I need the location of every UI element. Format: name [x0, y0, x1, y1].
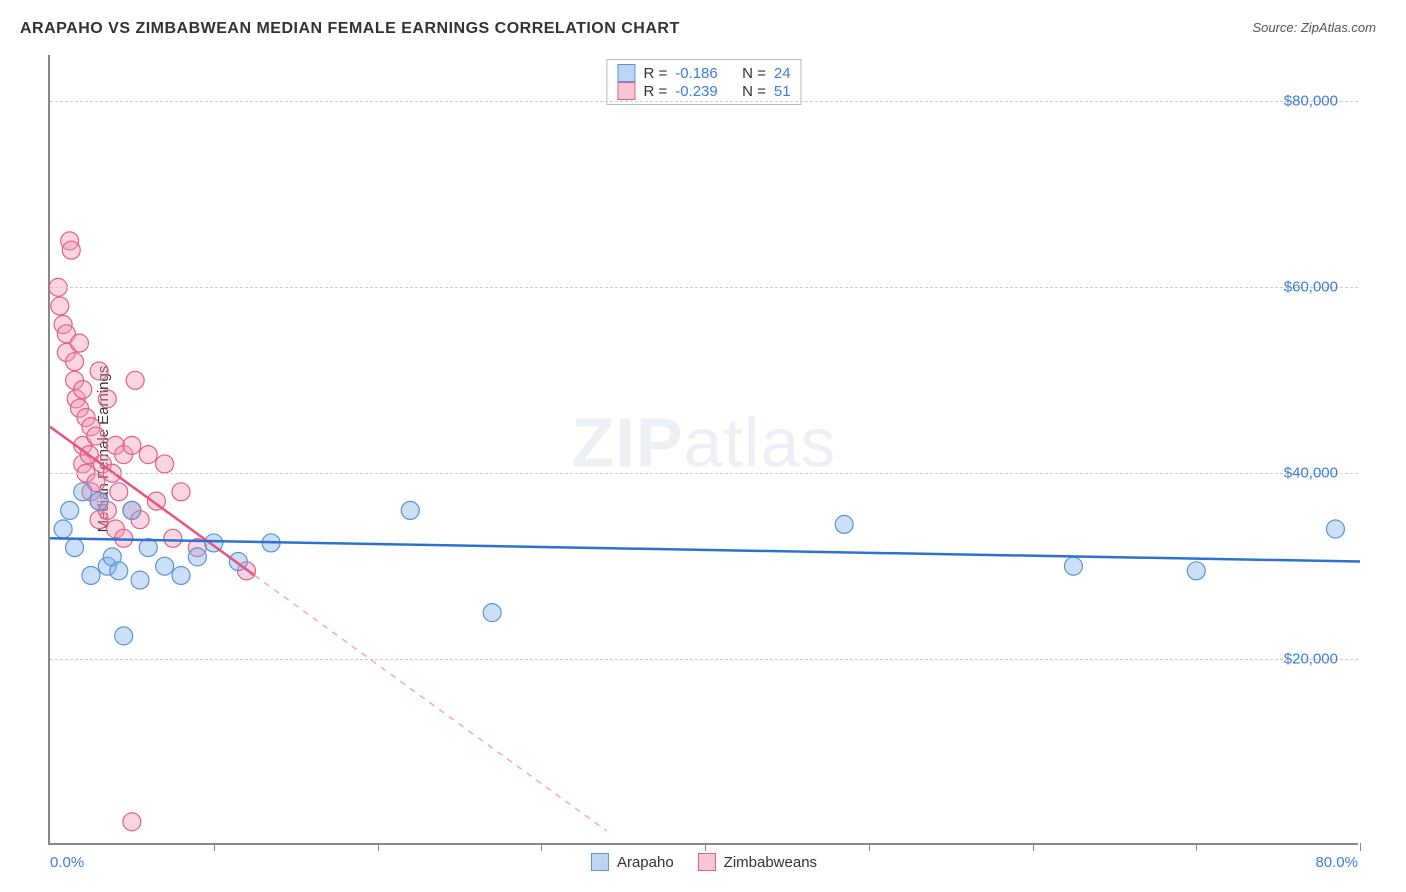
x-tick	[214, 843, 215, 851]
scatter-point	[90, 492, 108, 510]
x-tick	[1196, 843, 1197, 851]
scatter-point	[139, 446, 157, 464]
y-tick-label: $20,000	[1284, 651, 1338, 668]
scatter-point	[126, 371, 144, 389]
scatter-svg	[50, 55, 1360, 845]
scatter-point	[123, 436, 141, 454]
source-attribution: Source: ZipAtlas.com	[1252, 20, 1376, 35]
x-tick	[1360, 843, 1361, 851]
scatter-point	[156, 557, 174, 575]
scatter-point	[90, 362, 108, 380]
scatter-point	[110, 562, 128, 580]
x-max-label: 80.0%	[1315, 854, 1358, 871]
scatter-point	[74, 381, 92, 399]
scatter-point	[66, 539, 84, 557]
plot-area: Median Female Earnings ZIPatlas R = -0.1…	[48, 55, 1358, 845]
scatter-point	[123, 501, 141, 519]
scatter-point	[164, 529, 182, 547]
scatter-point	[110, 483, 128, 501]
scatter-point	[131, 571, 149, 589]
scatter-point	[401, 501, 419, 519]
scatter-point	[66, 353, 84, 371]
chart-title: ARAPAHO VS ZIMBABWEAN MEDIAN FEMALE EARN…	[20, 20, 680, 38]
scatter-point	[82, 566, 100, 584]
y-tick-label: $80,000	[1284, 93, 1338, 110]
x-tick	[705, 843, 706, 851]
legend-item-arapaho: Arapaho	[591, 853, 674, 871]
gridline	[50, 473, 1358, 474]
scatter-point	[62, 241, 80, 259]
gridline	[50, 101, 1358, 102]
x-tick	[541, 843, 542, 851]
series-legend: Arapaho Zimbabweans	[591, 853, 817, 871]
scatter-point	[172, 566, 190, 584]
scatter-point	[835, 515, 853, 533]
legend-item-zimbabweans: Zimbabweans	[698, 853, 817, 871]
swatch-pink-icon	[698, 853, 716, 871]
scatter-point	[54, 520, 72, 538]
trendline-zimbabweans-extrapolated	[255, 575, 607, 831]
scatter-point	[1326, 520, 1344, 538]
scatter-point	[156, 455, 174, 473]
gridline	[50, 659, 1358, 660]
source-label: Source:	[1252, 20, 1300, 35]
scatter-point	[115, 627, 133, 645]
scatter-point	[87, 427, 105, 445]
gridline	[50, 287, 1358, 288]
scatter-point	[123, 813, 141, 831]
scatter-point	[483, 604, 501, 622]
y-tick-label: $60,000	[1284, 279, 1338, 296]
x-tick	[869, 843, 870, 851]
swatch-blue-icon	[591, 853, 609, 871]
scatter-point	[1064, 557, 1082, 575]
scatter-point	[1187, 562, 1205, 580]
scatter-point	[51, 297, 69, 315]
source-name: ZipAtlas.com	[1301, 20, 1376, 35]
scatter-point	[172, 483, 190, 501]
scatter-point	[61, 501, 79, 519]
scatter-point	[188, 548, 206, 566]
y-tick-label: $40,000	[1284, 465, 1338, 482]
scatter-point	[70, 334, 88, 352]
x-tick	[378, 843, 379, 851]
x-tick	[1033, 843, 1034, 851]
x-min-label: 0.0%	[50, 854, 84, 871]
legend-label: Arapaho	[617, 854, 674, 871]
scatter-point	[98, 390, 116, 408]
scatter-point	[74, 483, 92, 501]
legend-label: Zimbabweans	[724, 854, 817, 871]
